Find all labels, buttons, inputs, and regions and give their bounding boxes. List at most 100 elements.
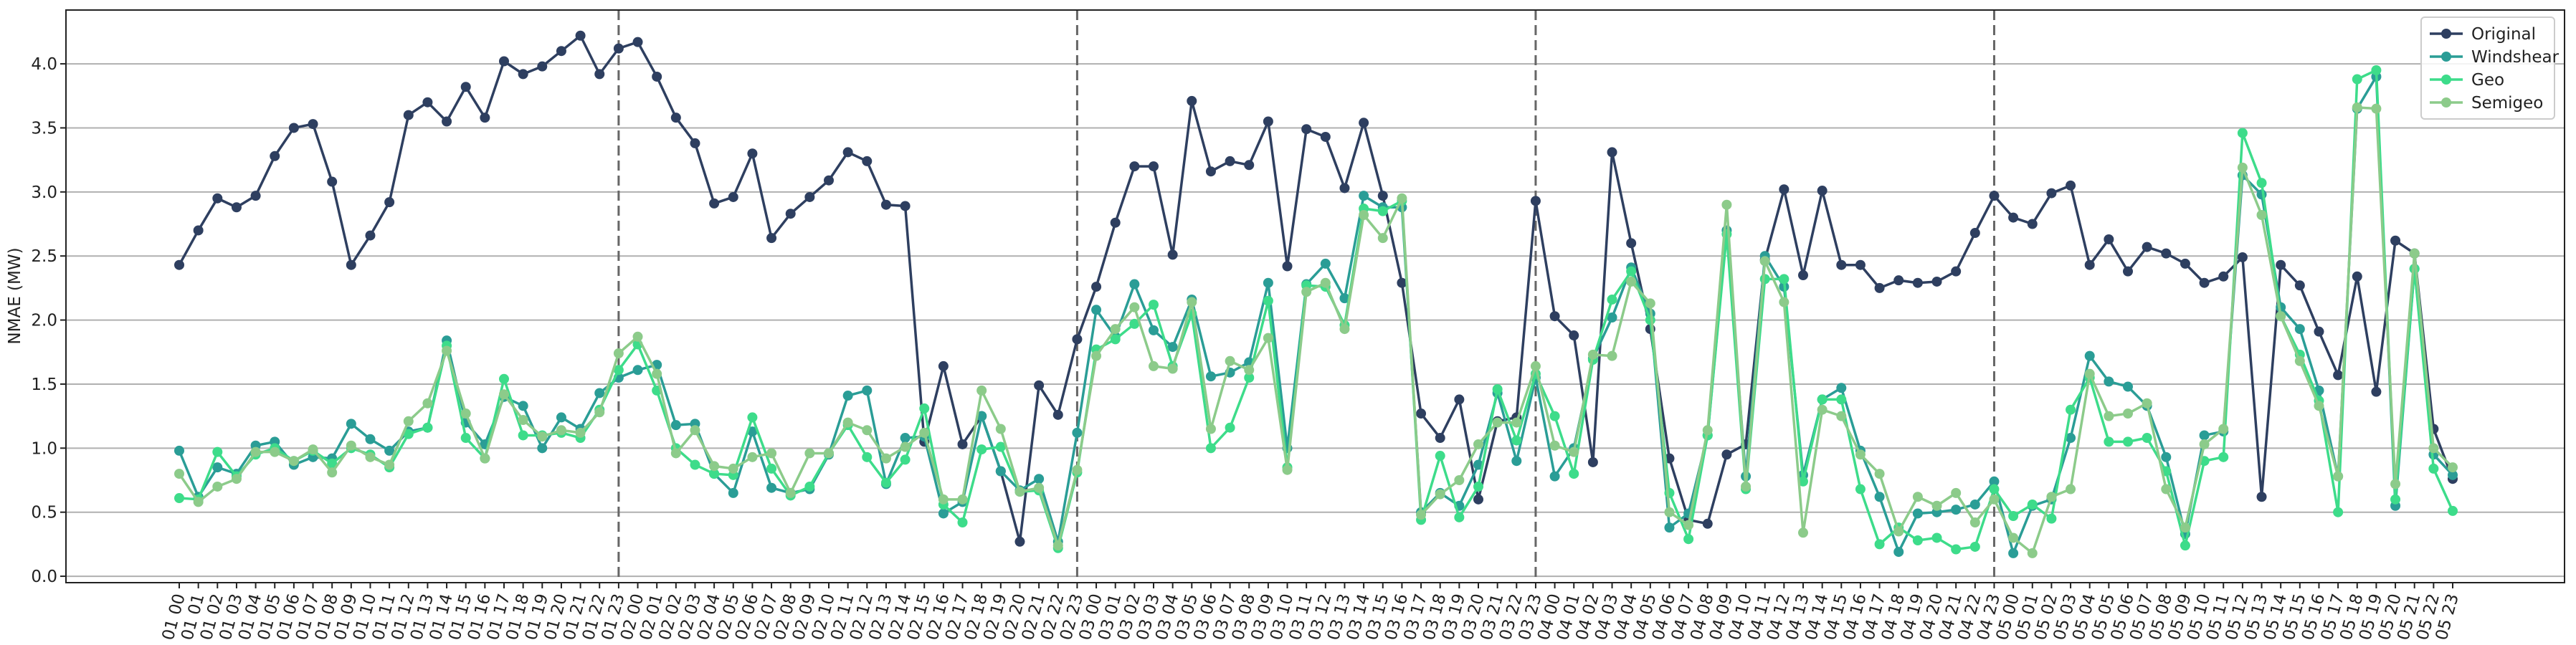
data-point — [1205, 424, 1216, 434]
data-point — [938, 494, 949, 505]
data-point — [365, 230, 376, 241]
data-point — [824, 448, 834, 459]
data-point — [1167, 342, 1178, 353]
data-point — [1569, 469, 1579, 479]
data-point — [1167, 363, 1178, 374]
data-point — [1587, 457, 1598, 467]
data-point — [1989, 476, 2000, 487]
data-point — [1129, 318, 1140, 329]
data-point — [460, 82, 471, 92]
data-point — [2161, 484, 2172, 494]
data-point — [327, 176, 338, 187]
data-point — [2428, 463, 2439, 474]
data-point — [2218, 271, 2229, 282]
data-point — [995, 441, 1006, 452]
data-point — [212, 193, 223, 204]
data-point — [1664, 507, 1675, 517]
data-point — [1225, 355, 1235, 366]
data-point — [2142, 433, 2152, 444]
data-point — [632, 331, 643, 342]
data-point — [327, 467, 338, 478]
y-axis-label: NMAE (MW) — [6, 247, 24, 344]
data-point — [1607, 147, 1617, 158]
data-point — [976, 385, 987, 396]
data-point — [499, 56, 509, 67]
data-point — [652, 71, 662, 82]
data-point — [1129, 302, 1140, 312]
data-point — [1149, 161, 1159, 172]
data-point — [1244, 373, 1255, 383]
data-point — [2218, 424, 2229, 434]
data-point — [518, 401, 528, 411]
data-point — [1244, 160, 1255, 171]
data-point — [518, 430, 528, 441]
data-point — [2046, 492, 2057, 502]
data-point — [384, 197, 395, 208]
y-tick-label: 0.5 — [31, 504, 57, 522]
data-point — [1187, 95, 1197, 106]
data-point — [632, 365, 643, 376]
data-point — [1530, 196, 1541, 206]
series-line — [178, 75, 2454, 555]
data-point — [365, 452, 376, 462]
data-point — [1817, 186, 1828, 196]
data-point — [2199, 430, 2210, 441]
data-point — [2448, 505, 2458, 516]
data-point — [842, 417, 853, 428]
data-point — [632, 37, 643, 47]
data-point — [1626, 276, 1637, 287]
data-point — [2084, 368, 2095, 379]
data-point — [1664, 522, 1675, 533]
data-point — [2237, 162, 2248, 173]
data-point — [212, 462, 223, 473]
data-point — [1874, 539, 1885, 550]
data-point — [1110, 217, 1121, 228]
data-point — [1205, 371, 1216, 382]
data-point — [728, 487, 738, 498]
data-point — [1320, 131, 1331, 142]
data-point — [2027, 548, 2038, 558]
data-point — [346, 440, 356, 451]
data-point — [766, 463, 777, 474]
data-point — [1836, 411, 1847, 421]
data-point — [1645, 298, 1655, 309]
data-point — [403, 110, 414, 120]
data-point — [250, 191, 261, 201]
data-point — [2237, 252, 2248, 262]
data-point — [1664, 487, 1675, 498]
data-point — [2371, 386, 2382, 397]
data-point — [1969, 517, 1980, 527]
data-point — [1511, 456, 1522, 467]
data-point — [1377, 191, 1388, 201]
data-point — [880, 453, 891, 464]
data-point — [2104, 436, 2114, 447]
data-point — [1836, 394, 1847, 405]
data-point — [709, 198, 720, 209]
data-point — [575, 30, 586, 41]
data-point — [1702, 518, 1713, 529]
data-point — [403, 416, 414, 426]
y-tick-label: 1.5 — [31, 376, 57, 394]
y-tick-label: 1.0 — [31, 439, 57, 458]
data-point — [1149, 300, 1159, 310]
data-point — [2123, 266, 2133, 277]
legend-marker — [2441, 29, 2451, 39]
data-point — [537, 443, 548, 454]
data-point — [1511, 417, 1522, 428]
data-point — [2371, 103, 2382, 114]
data-point — [1912, 492, 1923, 502]
data-point — [1855, 449, 1866, 460]
data-point — [231, 474, 242, 484]
data-point — [2008, 532, 2019, 543]
data-point — [2352, 271, 2362, 282]
data-point — [1626, 238, 1637, 249]
data-point — [1989, 484, 2000, 494]
data-point — [1473, 481, 1483, 492]
data-point — [270, 150, 280, 161]
legend-box — [2420, 16, 2555, 120]
data-point — [1836, 383, 1847, 393]
data-point — [1359, 118, 1369, 128]
data-point — [1702, 425, 1713, 436]
data-point — [460, 433, 471, 444]
